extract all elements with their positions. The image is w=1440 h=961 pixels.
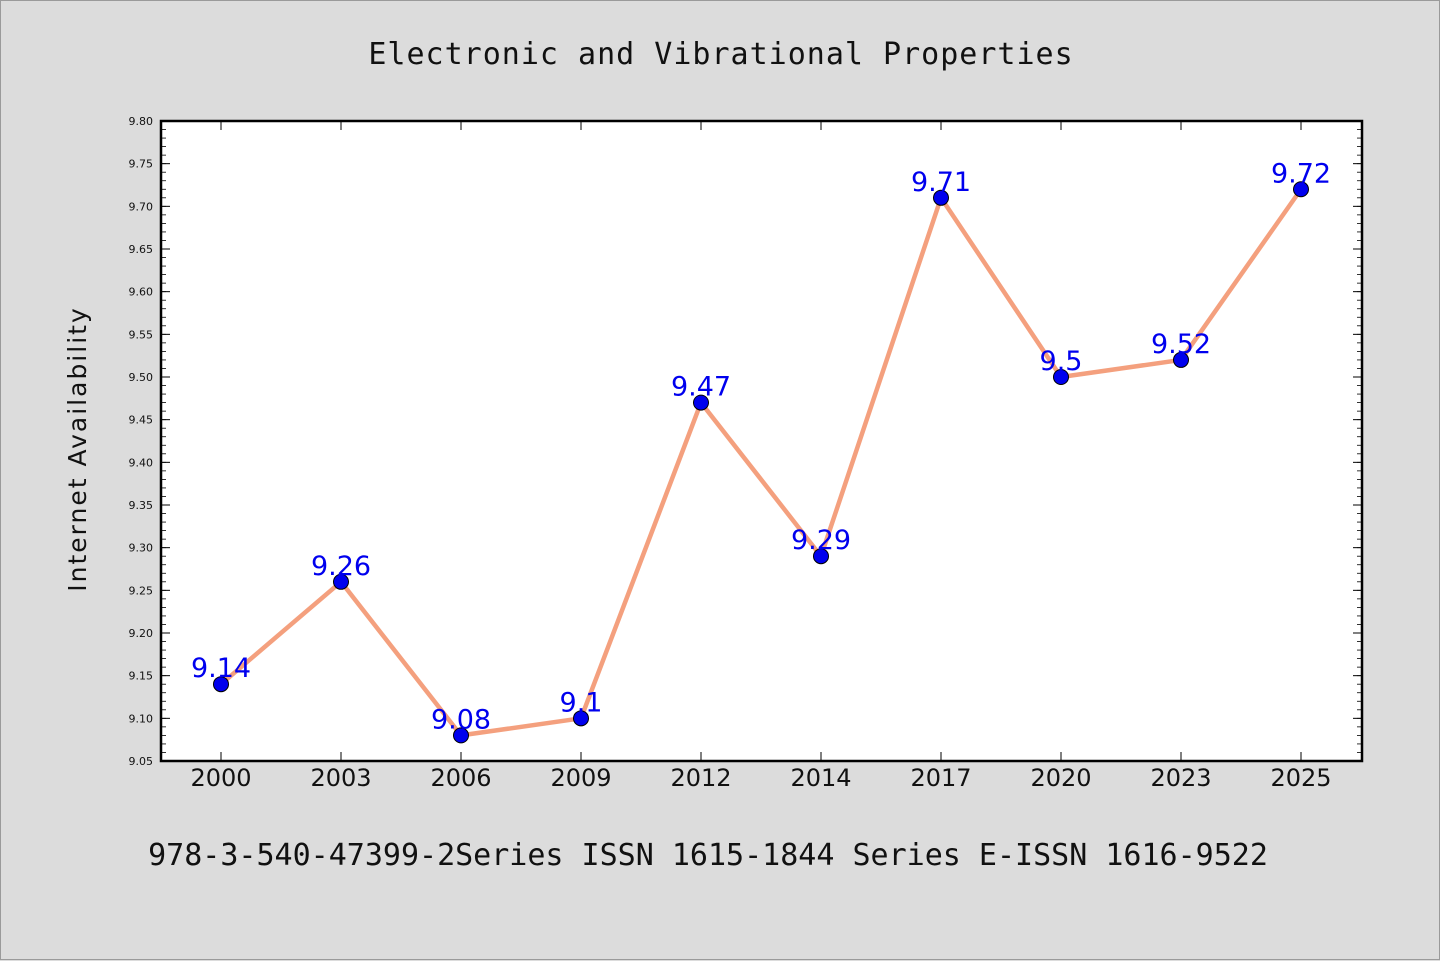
y-tick-label: 9.20 <box>129 627 154 640</box>
data-label: 9.29 <box>791 525 851 556</box>
x-tick-label: 2014 <box>790 764 851 792</box>
chart-title: Electronic and Vibrational Properties <box>368 37 1073 72</box>
y-tick-label: 9.40 <box>129 456 154 469</box>
x-axis: 2000 2003 2006 2009 2012 2014 2017 2020 2023 2025 <box>190 121 1332 792</box>
y-tick-label: 9.25 <box>129 584 154 597</box>
y-tick-label: 9.05 <box>129 755 154 768</box>
x-tick-label: 2012 <box>670 764 731 792</box>
data-label: 9.72 <box>1271 158 1331 189</box>
x-tick-label: 2017 <box>910 764 971 792</box>
data-point <box>573 710 589 727</box>
y-tick-label: 9.60 <box>129 286 154 299</box>
data-point <box>813 548 829 565</box>
series-layer: 9.14 9.26 9.08 9.1 9.47 9.29 9.71 9.5 9.52 9.72 <box>191 158 1331 744</box>
y-axis-label: Internet Availability <box>63 306 92 591</box>
data-point <box>333 573 349 590</box>
data-label: 9.71 <box>911 167 971 198</box>
data-point <box>213 676 229 693</box>
x-tick-label: 2020 <box>1030 764 1091 792</box>
y-tick-label: 9.80 <box>129 115 154 128</box>
data-point <box>933 189 949 206</box>
data-label: 9.52 <box>1151 329 1211 360</box>
data-label: 9.47 <box>671 372 731 403</box>
y-tick-label: 9.75 <box>129 158 154 171</box>
x-tick-label: 2025 <box>1270 764 1331 792</box>
x-tick-label: 2003 <box>310 764 371 792</box>
data-point <box>1053 369 1069 385</box>
footer-text: 978-3-540-47399-2Series ISSN 1615-1844 S… <box>148 838 1268 873</box>
y-tick-label: 9.15 <box>129 670 154 683</box>
x-tick-label: 2000 <box>190 764 251 792</box>
data-point <box>1173 351 1189 368</box>
x-tick-label: 2006 <box>430 764 491 792</box>
data-point <box>1293 181 1309 198</box>
plot-area <box>159 119 1364 763</box>
y-tick-label: 9.55 <box>129 328 154 341</box>
y-tick-label: 9.30 <box>129 542 154 555</box>
x-tick-label: 2009 <box>550 764 611 792</box>
data-point <box>453 727 469 744</box>
y-tick-label: 9.50 <box>129 371 154 384</box>
data-label: 9.1 <box>560 687 603 718</box>
data-label: 9.08 <box>431 704 491 735</box>
y-axis: 9.05 9.10 9.15 9.20 9.25 9.30 9.35 9.40 9.45 9.50… <box>129 115 1362 768</box>
data-label: 9.26 <box>311 551 371 582</box>
data-label: 9.5 <box>1040 346 1083 377</box>
y-tick-label: 9.35 <box>129 499 154 512</box>
data-label: 9.14 <box>191 653 251 684</box>
x-tick-label: 2023 <box>1150 764 1211 792</box>
y-tick-label: 9.70 <box>129 200 154 213</box>
y-tick-label: 9.10 <box>129 712 154 725</box>
y-tick-label: 9.45 <box>129 414 154 427</box>
series-line <box>218 187 1304 738</box>
data-point <box>693 394 709 411</box>
y-tick-label: 9.65 <box>129 243 154 256</box>
